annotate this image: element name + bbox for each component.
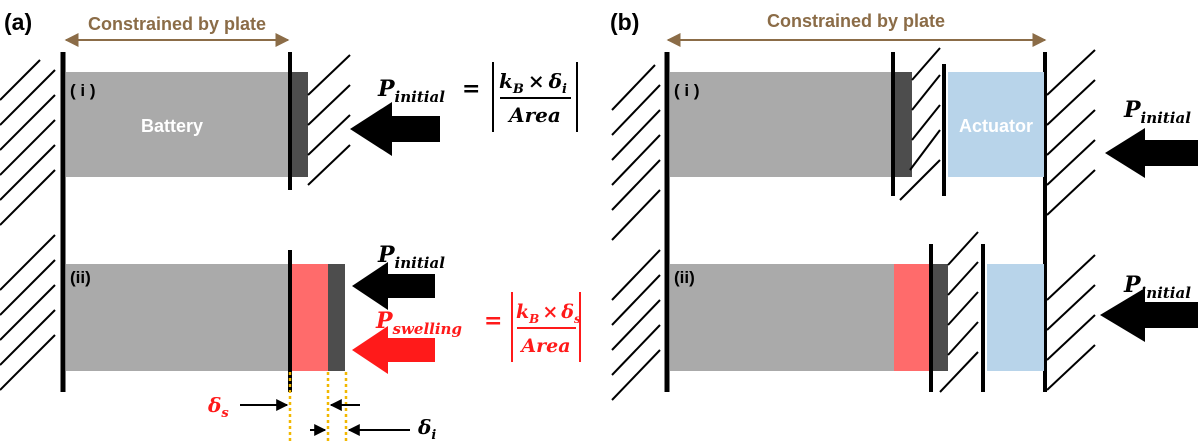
p-initial-b1-sub: initial [1141,109,1192,127]
battery-block-2 [66,264,290,371]
panel-a: (a) Constrained by plate [0,9,581,441]
actuator-block-b2 [987,264,1044,371]
eq2-lhs: P [375,308,394,334]
eq2-op: × [542,301,558,323]
row-label-b-ii: (ii) [674,268,695,287]
panel-a-label: (a) [4,9,32,35]
eq2-k-sub: B [528,312,539,326]
panel-b-label: (b) [610,9,639,35]
battery-block-b1 [670,72,892,177]
delta-s-sub: s [221,406,229,421]
middle-hatch-b2 [939,231,979,393]
equation-swelling: Pswelling = kB × δs Area [375,292,581,362]
svg-text:kB×δs: kB × δs [516,301,581,326]
eq1-den: Area [507,103,561,127]
swelling-block-b [894,264,930,371]
p-initial-label-main: P [377,242,396,268]
eq2-delta: δ [560,301,574,323]
middle-hatch-b1 [899,47,941,201]
plate-block-b1 [893,72,912,177]
eq1-lhs-sub: initial [395,88,446,106]
eq2-den: Area [519,335,570,357]
svg-text:Pinitial: Pinitial [1123,272,1191,302]
p-initial-arrow-b1 [1105,128,1198,178]
swelling-block [291,264,328,371]
equation-initial: Pinitial = kB × δi Area [377,62,578,132]
battery-block-b2 [670,264,894,371]
row-label-i: ( i ) [70,81,96,100]
eq1-lhs: P [377,76,396,102]
plate-block-b2 [930,264,948,371]
eq2-delta-sub: s [574,312,581,326]
eq1-delta: δ [548,69,562,93]
delta-i-sub: i [431,428,436,441]
p-initial-b2-main: P [1123,272,1142,298]
delta-s-label: δ [207,393,221,417]
plate-block-1 [291,72,308,177]
delta-i-label: δ [417,415,431,439]
svg-text:δs: δs [207,393,229,421]
left-wall-hatch [0,59,56,391]
right-hatch-1 [307,54,351,186]
p-initial-arrow-2 [352,262,435,310]
plate-block-2 [328,264,345,371]
p-initial-b2-sub: initial [1141,284,1192,302]
eq1-delta-sub: i [562,82,567,97]
eq1-equals: = [462,76,480,102]
p-initial-arrow-b2 [1100,288,1198,342]
constraint-label: Constrained by plate [88,14,266,34]
svg-text:δi: δi [417,415,436,441]
svg-text:Pinitial: Pinitial [377,76,445,106]
actuator-block-b1 [948,72,1044,177]
panel-b: (b) Constrained by plate [610,9,1198,401]
svg-text:Pswelling: Pswelling [375,308,462,338]
battery-label: Battery [141,116,203,136]
p-swelling-arrow [352,326,435,374]
eq2-equals: = [484,308,502,334]
row-label-b-i: ( i ) [674,81,700,100]
eq1-k-sub: B [512,82,524,97]
right-wall-hatch-b [1046,49,1096,391]
p-initial-label-sub: initial [395,254,446,272]
svg-text:Pinitial: Pinitial [1123,97,1191,127]
constraint-label-b: Constrained by plate [767,11,945,31]
eq2-lhs-sub: swelling [393,320,462,338]
svg-text:kB×δi: kB × δi [499,69,567,97]
eq2-k: k [516,301,529,323]
eq1-k: k [499,69,513,93]
battery-block-1 [66,72,290,177]
row-label-ii: (ii) [70,268,91,287]
actuator-label: Actuator [959,116,1033,136]
left-wall-hatch-b [611,64,661,401]
p-initial-arrow-1 [350,102,440,156]
eq1-op: × [528,69,545,93]
svg-text:Pinitial: Pinitial [377,242,445,272]
p-initial-b1-main: P [1123,97,1142,123]
